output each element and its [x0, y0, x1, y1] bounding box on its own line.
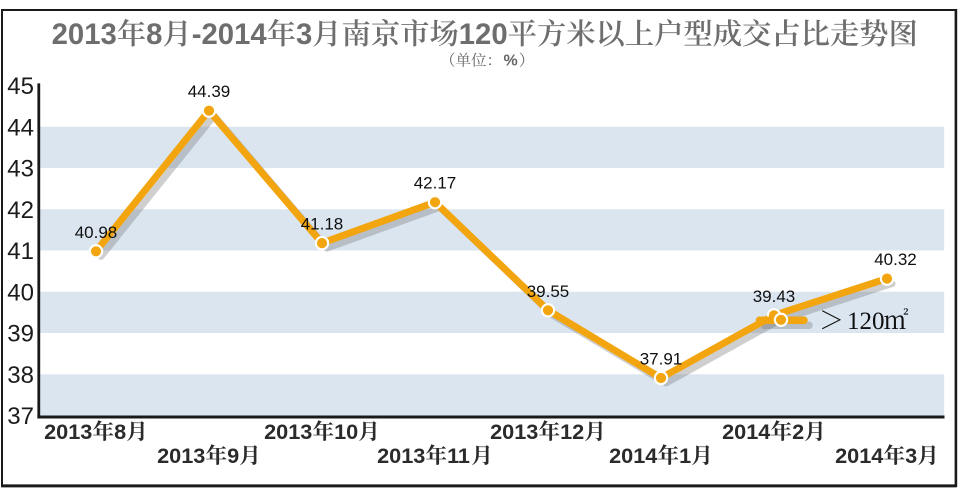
svg-text:2013: 2013: [157, 443, 205, 468]
svg-text:10: 10: [334, 419, 358, 444]
svg-text:40: 40: [7, 279, 34, 306]
svg-text:39: 39: [7, 321, 34, 348]
svg-text:3: 3: [296, 18, 312, 51]
svg-text:2014: 2014: [722, 419, 770, 444]
svg-text:8: 8: [146, 18, 162, 51]
svg-text:2013: 2013: [377, 443, 425, 468]
svg-text:40.32: 40.32: [874, 250, 917, 269]
svg-text:42.17: 42.17: [414, 174, 457, 193]
svg-text:120: 120: [847, 308, 885, 335]
svg-text:2013: 2013: [490, 419, 538, 444]
svg-text:44.39: 44.39: [188, 82, 231, 101]
svg-text:11: 11: [447, 443, 470, 468]
svg-text:43: 43: [7, 156, 34, 183]
svg-text:2013: 2013: [264, 419, 312, 444]
svg-text:40.98: 40.98: [75, 223, 118, 242]
svg-text:2013: 2013: [52, 18, 117, 51]
svg-text:3: 3: [905, 443, 917, 468]
svg-text:45: 45: [7, 73, 34, 100]
svg-text:12: 12: [560, 419, 584, 444]
svg-text:2014: 2014: [609, 443, 657, 468]
svg-text:2014: 2014: [201, 18, 267, 51]
svg-text:120: 120: [459, 18, 508, 51]
svg-text:39.43: 39.43: [753, 287, 796, 306]
svg-text:%: %: [504, 53, 518, 70]
svg-text:37: 37: [7, 403, 34, 430]
svg-text:2014: 2014: [835, 443, 883, 468]
svg-text:39.55: 39.55: [527, 282, 570, 301]
svg-text:41.18: 41.18: [301, 215, 344, 234]
svg-text:42: 42: [7, 197, 34, 224]
svg-text:8: 8: [114, 419, 126, 444]
svg-text:1: 1: [679, 443, 691, 468]
svg-text:9: 9: [227, 443, 239, 468]
svg-text:2: 2: [792, 419, 804, 444]
svg-text:41: 41: [7, 238, 34, 265]
svg-text:-: -: [192, 18, 202, 51]
svg-text:2013: 2013: [44, 419, 92, 444]
svg-text:37.91: 37.91: [640, 349, 683, 368]
svg-text:38: 38: [7, 362, 34, 389]
svg-text:44: 44: [7, 114, 34, 141]
